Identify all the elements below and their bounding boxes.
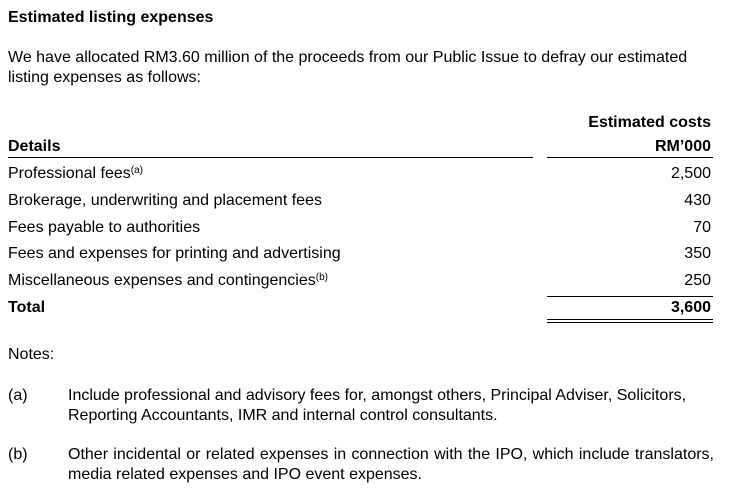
total-double-rule [547, 322, 713, 323]
note-marker: (b) [8, 446, 28, 463]
section-title: Estimated listing expenses [8, 9, 214, 26]
total-value: 3,600 [670, 299, 711, 316]
row-cost: 70 [693, 218, 711, 236]
row-cost: 2,500 [670, 165, 711, 182]
row-label-text: Fees payable to authorities [8, 218, 201, 236]
row-label-text: Fees and expenses for printing and adver… [8, 245, 341, 263]
row-label: Brokerage, underwriting and placement fe… [8, 191, 322, 211]
total-rule [547, 296, 713, 297]
row-label: Professional fees(a) [8, 164, 143, 184]
total-double-rule [547, 319, 713, 320]
notes-heading: Notes: [8, 346, 55, 363]
row-label-text: Miscellaneous expenses and contingencies [8, 272, 316, 290]
note-text: Other incidental or related expenses in … [68, 446, 714, 483]
row-label-text: Professional fees [8, 165, 131, 182]
column-header: Estimated costs [588, 114, 711, 131]
footnote-ref: (b) [315, 272, 328, 284]
row-cost: 250 [684, 272, 711, 290]
row-cost: 430 [684, 191, 711, 209]
intro-paragraph: We have allocated RM3.60 million of the … [8, 49, 688, 86]
note-marker: (a) [8, 387, 28, 404]
total-label: Total [8, 299, 46, 316]
header-rule [547, 157, 713, 158]
row-label: Fees payable to authorities [8, 218, 200, 238]
row-label: Miscellaneous expenses and contingencies… [8, 271, 328, 291]
row-cost: 350 [684, 245, 711, 263]
header-rule [8, 157, 533, 158]
row-label: Fees and expenses for printing and adver… [8, 244, 341, 264]
note-text: Include professional and advisory fees f… [68, 387, 687, 424]
column-header: Details [8, 138, 61, 155]
row-label-text: Brokerage, underwriting and placement fe… [8, 191, 322, 209]
footnote-ref: (a) [130, 165, 143, 176]
column-header: RM’000 [654, 138, 711, 155]
